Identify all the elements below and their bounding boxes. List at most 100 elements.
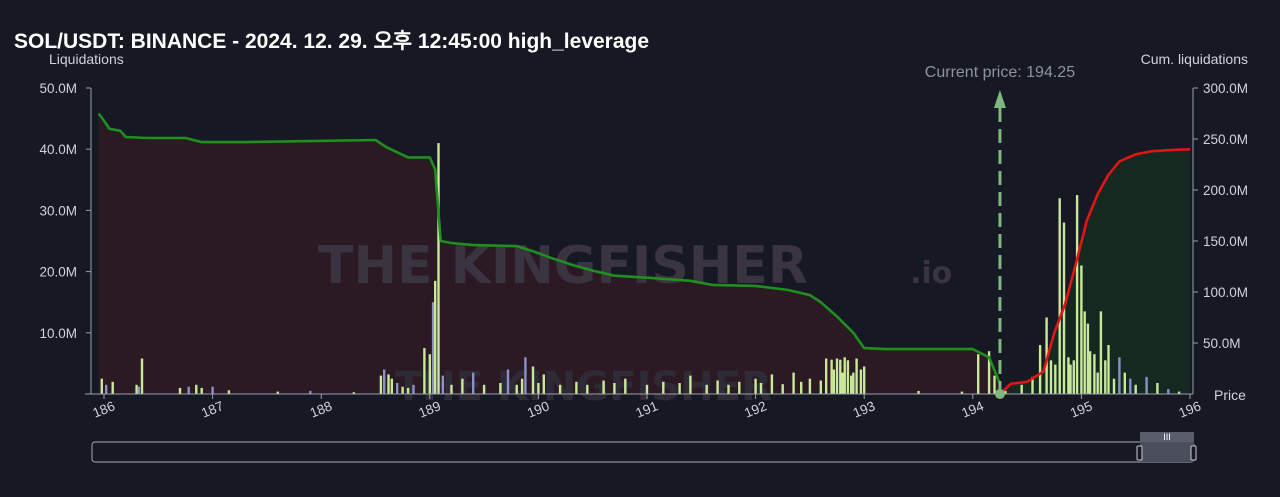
liquidation-bar xyxy=(624,378,627,394)
liquidation-bar xyxy=(1086,323,1090,394)
liquidation-bar xyxy=(1020,384,1023,394)
liquidation-bar xyxy=(863,366,866,394)
liquidation-bar xyxy=(379,375,383,394)
liquidation-bar xyxy=(1167,389,1170,394)
liquidation-bar xyxy=(1069,364,1072,394)
liquidation-bar xyxy=(401,386,404,394)
liquidation-bar xyxy=(830,359,833,394)
liquidation-bar xyxy=(111,381,114,394)
liquidation-bar xyxy=(1088,351,1092,394)
liquidation-bar xyxy=(960,391,964,394)
liquidation-bar xyxy=(105,384,108,394)
liquidation-bar xyxy=(993,375,996,394)
liquidation-bar xyxy=(808,378,812,394)
range-slider-selection[interactable] xyxy=(1140,442,1194,462)
liquidation-bar xyxy=(645,384,649,394)
liquidation-bar xyxy=(792,372,795,394)
liquidation-bar xyxy=(738,381,741,394)
liquidation-bar xyxy=(1038,345,1042,394)
liquidation-bar xyxy=(200,387,203,394)
liquidation-bar xyxy=(841,372,844,394)
liquidation-bar xyxy=(1118,357,1121,394)
liquidation-bar xyxy=(558,384,562,394)
liquidation-bar xyxy=(1054,364,1057,394)
short-cumulative-line xyxy=(97,112,1002,385)
liquidation-bar xyxy=(309,390,312,394)
watermark-text: THE KINGFISHER xyxy=(318,236,808,296)
y-right-tick-label: 150.0M xyxy=(1203,234,1248,249)
liquidation-bar xyxy=(1096,372,1099,394)
liquidation-bar xyxy=(135,384,138,394)
liquidation-bar xyxy=(195,384,198,394)
liquidation-bar xyxy=(754,378,757,394)
liquidation-bar xyxy=(482,384,486,394)
liquidation-bar xyxy=(1099,311,1103,394)
liquidation-bar xyxy=(352,392,355,394)
liquidation-bar xyxy=(1156,383,1159,394)
liquidation-bar xyxy=(819,380,822,394)
liquidation-bar xyxy=(987,351,991,394)
watermarks: THE KINGFISHER .io THE KINGFISHER xyxy=(318,236,952,410)
liquidation-bar xyxy=(1072,360,1075,394)
liquidation-bar xyxy=(1075,195,1079,394)
y-right-tick-label: 250.0M xyxy=(1203,132,1248,147)
grip-icon[interactable]: III xyxy=(1163,432,1171,442)
liquidation-bars xyxy=(100,143,1181,394)
watermark-text-secondary: THE KINGFISHER xyxy=(395,364,772,410)
liquidation-bar xyxy=(387,374,390,394)
cumulative-fills xyxy=(98,113,1190,394)
current-price-arrow-icon xyxy=(993,90,1006,108)
y-right-tick-label: 300.0M xyxy=(1203,81,1248,96)
y-left-tick-label: 10.0M xyxy=(39,326,77,341)
range-slider[interactable]: III xyxy=(91,432,1197,463)
liquidation-bar xyxy=(434,280,437,394)
liquidation-bar xyxy=(1145,376,1148,394)
ticks: 186 187 188 189 190 191 192 193 194 195 19610.0M20… xyxy=(39,81,1248,421)
liquidation-bar xyxy=(1067,357,1070,394)
liquidation-bar xyxy=(276,391,279,394)
liquidation-bar xyxy=(531,366,535,394)
x-axis-title: Price xyxy=(1214,387,1246,403)
liquidation-bar xyxy=(100,378,103,394)
liquidation-bar xyxy=(437,143,440,394)
y-left-tick-label: 40.0M xyxy=(39,142,77,157)
liquidation-bar xyxy=(1049,360,1053,394)
liquidation-bar xyxy=(1107,345,1110,394)
liquidation-bar xyxy=(759,383,763,394)
liquidation-bar xyxy=(770,374,774,394)
liquidation-bar xyxy=(1083,311,1086,394)
liquidation-bar xyxy=(390,378,393,394)
liquidation-bar xyxy=(431,302,435,394)
liquidation-bar xyxy=(662,381,665,394)
liquidation-bar xyxy=(613,383,616,394)
liquidation-bar xyxy=(850,375,853,394)
liquidation-bar xyxy=(383,369,386,394)
liquidation-bar xyxy=(800,381,803,394)
range-slider-grip[interactable] xyxy=(1140,432,1194,442)
liquidation-bar xyxy=(839,359,842,394)
liquidation-bar xyxy=(1134,384,1137,394)
y-left-axis-title: Liquidations xyxy=(49,51,124,67)
y-right-tick-label: 100.0M xyxy=(1203,285,1248,300)
cumulative-lines xyxy=(97,112,1191,395)
liquidation-bar xyxy=(1004,390,1007,394)
range-slider-handle-left[interactable] xyxy=(1136,445,1143,461)
liquidation-bar xyxy=(1080,265,1083,394)
liquidation-bar xyxy=(1112,378,1116,394)
liquidation-bar xyxy=(855,358,858,394)
liquidation-bar xyxy=(716,380,719,394)
liquidation-bar xyxy=(542,374,545,394)
watermark-suffix: .io xyxy=(910,256,952,291)
range-slider-handle-right[interactable] xyxy=(1190,445,1197,461)
liquidation-bar xyxy=(825,358,828,394)
liquidation-bar xyxy=(450,384,453,394)
y-left-tick-label: 50.0M xyxy=(39,81,77,96)
liquidation-bar xyxy=(689,375,692,394)
liquidation-bar xyxy=(506,369,510,394)
liquidation-bar xyxy=(1177,391,1181,394)
liquidation-bar xyxy=(1104,360,1107,394)
long-cumulative-line xyxy=(999,147,1191,395)
liquidation-bar xyxy=(428,354,431,394)
liquidation-bar xyxy=(1129,378,1132,394)
